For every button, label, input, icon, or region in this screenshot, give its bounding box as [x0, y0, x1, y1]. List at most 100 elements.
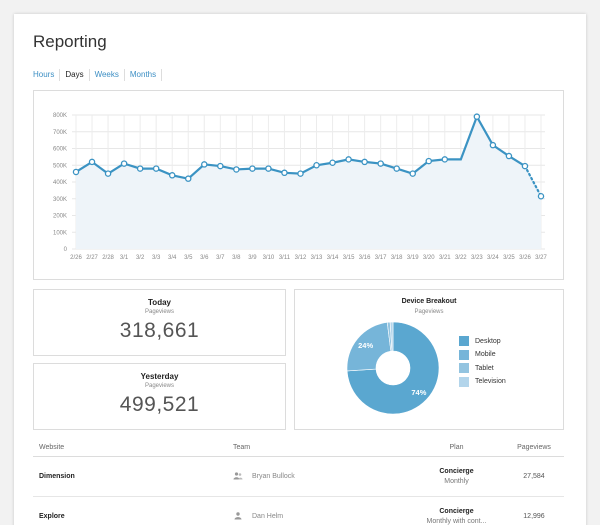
- row-team: Dan Helm: [233, 511, 409, 522]
- x-tick-label: 3/14: [327, 255, 339, 261]
- data-point: [120, 160, 128, 167]
- yesterday-label: Yesterday: [140, 372, 179, 381]
- header-pageviews[interactable]: Pageviews: [517, 443, 551, 451]
- x-tick-label: 2/27: [86, 255, 98, 261]
- row-website[interactable]: Dimension: [39, 473, 75, 480]
- y-tick-label: 600K: [53, 147, 67, 153]
- data-point: [441, 156, 449, 163]
- x-tick-label: 3/27: [535, 255, 547, 261]
- data-point: [217, 162, 224, 170]
- x-tick-label: 3/16: [359, 255, 371, 261]
- row-plan-name: Concierge: [439, 468, 474, 475]
- x-tick-label: 3/20: [423, 255, 435, 261]
- data-point: [521, 162, 529, 170]
- data-point: [88, 158, 96, 166]
- today-value: 318,661: [119, 319, 200, 342]
- today-card: Today Pageviews 318,661: [33, 289, 286, 356]
- data-point: [136, 165, 144, 172]
- data-point: [489, 141, 497, 149]
- row-plan: Concierge Monthly: [409, 468, 504, 485]
- y-tick-label: 800K: [53, 113, 67, 119]
- pageviews-line-chart: 0 100K 200K 300K 400K 500K 600K 700K 800K 2/26 2/2…: [33, 90, 564, 280]
- header-plan[interactable]: Plan: [449, 443, 464, 451]
- data-point: [104, 170, 112, 177]
- legend-item-television: Television: [459, 376, 506, 387]
- data-point: [505, 152, 513, 160]
- area-fill: [76, 116, 541, 249]
- tab-months[interactable]: Months: [123, 69, 161, 81]
- x-tick-label: 3/18: [391, 255, 403, 261]
- data-point: [72, 168, 80, 176]
- row-pageviews: 12,996: [523, 513, 545, 520]
- donut-slice-television[interactable]: [389, 321, 394, 352]
- donut-slice-desktop[interactable]: [346, 321, 440, 415]
- y-tick-label: 400K: [53, 180, 67, 186]
- header-website[interactable]: Website: [39, 443, 65, 451]
- x-tick-label: 3/11: [279, 255, 291, 261]
- y-tick-label: 500K: [53, 163, 67, 169]
- yesterday-value: 499,521: [119, 393, 200, 416]
- table-row[interactable]: Explore Dan Helm Concierge Monthly with …: [33, 497, 564, 525]
- data-point: [281, 169, 288, 177]
- x-tick-label: 2/26: [70, 255, 82, 261]
- data-point: [473, 113, 481, 120]
- x-tick-label: 3/21: [439, 255, 451, 261]
- x-tick-label: 3/25: [503, 255, 515, 261]
- data-point: [233, 166, 240, 173]
- x-tick-label: 2/28: [102, 255, 114, 261]
- data-point: [425, 157, 433, 165]
- legend-label-tablet: Tablet: [475, 364, 494, 372]
- x-tick-label: 3/13: [311, 255, 323, 261]
- data-point: [329, 159, 336, 166]
- header-team[interactable]: Team: [233, 443, 251, 451]
- x-tick-label: 3/9: [248, 255, 257, 261]
- x-tick-label: 3/1: [120, 255, 129, 261]
- data-point: [249, 165, 256, 172]
- x-tick-label: 3/17: [375, 255, 387, 261]
- device-title: Device Breakout: [401, 298, 457, 305]
- yesterday-card: Yesterday Pageviews 499,521: [33, 363, 286, 430]
- tab-weeks[interactable]: Weeks: [88, 69, 124, 81]
- legend-swatch-tablet: [459, 363, 469, 373]
- data-point: [377, 160, 384, 167]
- tabs-divider: [161, 69, 163, 81]
- data-point: [409, 170, 416, 177]
- tab-days[interactable]: Days: [59, 69, 88, 81]
- data-point: [345, 156, 352, 163]
- y-tick-label: 300K: [53, 197, 67, 203]
- row-team-name: Bryan Bullock: [252, 473, 295, 480]
- y-tick-label: 0: [64, 247, 68, 253]
- data-point: [393, 165, 400, 172]
- legend-swatch-television: [459, 376, 469, 387]
- legend-label-television: Television: [475, 378, 506, 385]
- row-team-name: Dan Helm: [252, 513, 284, 520]
- person-icon: [233, 511, 243, 522]
- data-point: [201, 161, 208, 168]
- table-header: Website Team Plan Pageviews: [33, 438, 564, 457]
- row-pageviews: 27,584: [523, 473, 545, 480]
- x-tick-label: 3/4: [168, 255, 177, 261]
- x-tick-label: 3/2: [136, 255, 145, 261]
- page-title: Reporting: [33, 32, 107, 51]
- group-icon: [233, 471, 243, 482]
- x-tick-label: 3/6: [200, 255, 209, 261]
- data-point: [537, 192, 545, 200]
- tab-hours[interactable]: Hours: [33, 70, 55, 79]
- x-tick-label: 3/3: [152, 255, 161, 261]
- table-row[interactable]: Dimension Bryan Bullock Concierge Monthl…: [33, 457, 564, 497]
- x-tick-label: 3/5: [184, 255, 193, 261]
- donut-slice-mobile[interactable]: [346, 322, 392, 372]
- data-point: [297, 170, 304, 177]
- device-donut-chart: 74% 24%: [346, 321, 440, 415]
- reporting-panel: Reporting Hours Days Weeks Months 0 100K 2…: [14, 14, 586, 525]
- x-tick-label: 3/7: [216, 255, 225, 261]
- device-breakout-card: Device Breakout Pageviews 74% 24% Desktop…: [294, 289, 564, 430]
- legend-item-tablet: Tablet: [459, 363, 506, 373]
- y-tick-label: 200K: [53, 214, 67, 220]
- device-sub: Pageviews: [414, 309, 444, 315]
- row-website[interactable]: Explore: [39, 513, 65, 520]
- donut-data-label: 24%: [358, 341, 373, 350]
- data-point: [168, 172, 176, 179]
- data-point: [152, 165, 160, 172]
- row-team: Bryan Bullock: [233, 471, 409, 482]
